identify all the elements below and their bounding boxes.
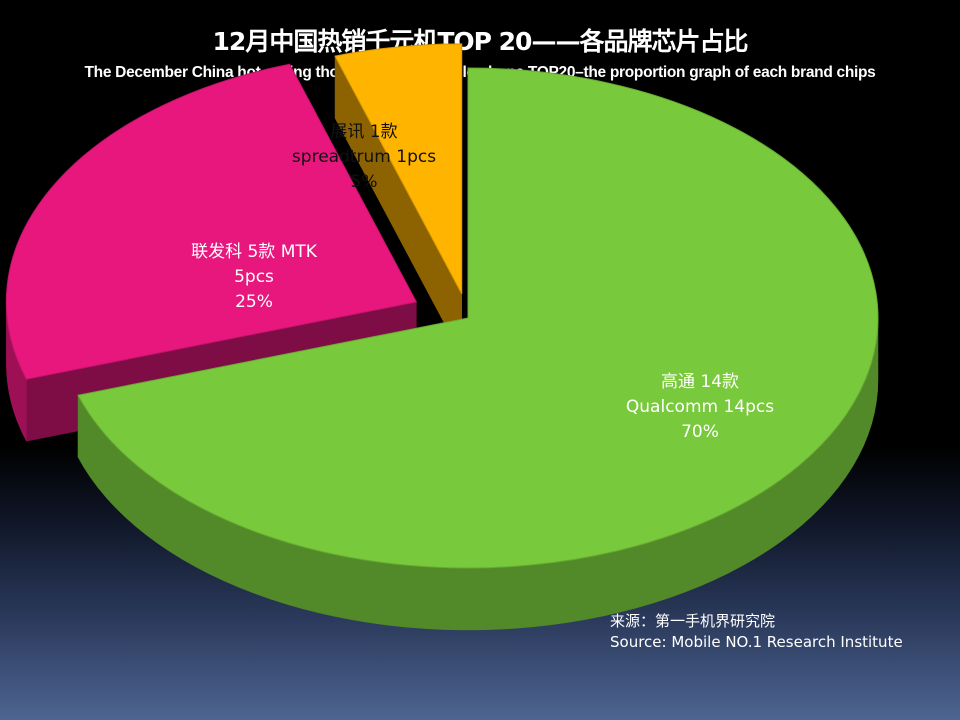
source-line-en: Source: Mobile NO.1 Research Institute <box>610 633 903 651</box>
slice-label-mtk-percent: 25% <box>235 292 273 312</box>
slice-label-spreadtrum-en: spreadtrum 1pcs <box>291 147 437 167</box>
slice-label-mtk: 联发科 5款 MTK 5pcs 25% <box>191 240 317 315</box>
slice-label-spreadtrum-cn: 展讯 1款 <box>330 122 398 142</box>
slice-label-qualcomm-cn: 高通 14款 <box>660 372 740 392</box>
chart-title: 12月中国热销千元机TOP 20——各品牌芯片占比 <box>212 27 749 56</box>
source-line-cn: 来源：第一手机界研究院 <box>610 612 776 630</box>
slice-label-mtk-en: 5pcs <box>234 267 274 287</box>
source-note: 来源：第一手机界研究院 Source: Mobile NO.1 Research… <box>610 611 903 653</box>
slice-label-mtk-cn: 联发科 5款 MTK <box>191 242 317 262</box>
slice-label-spreadtrum: 展讯 1款 spreadtrum 1pcs 5% <box>292 120 436 195</box>
slice-label-spreadtrum-percent: 5% <box>350 172 378 192</box>
slice-spreadtrum <box>334 43 463 295</box>
slice-label-qualcomm-en: Qualcomm 14pcs <box>625 397 775 417</box>
slice-label-qualcomm: 高通 14款 Qualcomm 14pcs 70% <box>626 370 774 445</box>
slice-qualcomm <box>77 67 879 569</box>
slice-mtk <box>5 63 418 380</box>
slice-label-qualcomm-percent: 70% <box>681 422 719 442</box>
